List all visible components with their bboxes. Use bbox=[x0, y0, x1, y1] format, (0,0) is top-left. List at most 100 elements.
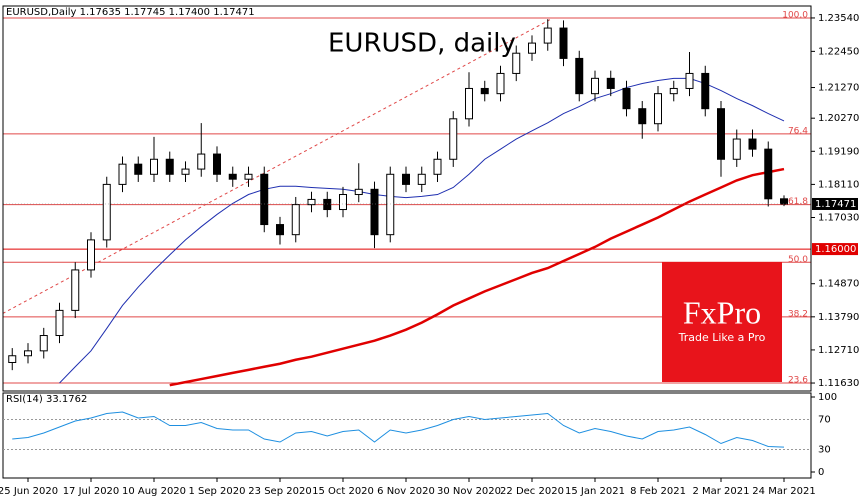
candle-body bbox=[512, 52, 521, 74]
candle-body bbox=[213, 153, 221, 175]
candle-body bbox=[685, 72, 694, 89]
candle-body bbox=[748, 138, 757, 150]
x-tick-label: 22 Dec 2020 bbox=[500, 486, 564, 497]
candle-body bbox=[291, 204, 300, 236]
candle-body bbox=[433, 158, 442, 175]
y-tick-label: 1.13790 bbox=[818, 312, 859, 323]
header: EURUSD,Daily 1.17635 1.17745 1.17400 1.1… bbox=[6, 7, 255, 18]
marked-level-box bbox=[812, 243, 858, 256]
moving-average bbox=[59, 77, 785, 384]
x-tick-label: 2 Mar 2021 bbox=[692, 486, 749, 497]
candle-body bbox=[654, 93, 662, 125]
x-tick-label: 17 Jul 2020 bbox=[63, 486, 120, 497]
rsi-tick-label: 0 bbox=[818, 467, 824, 478]
candle-body bbox=[764, 148, 773, 200]
candle-body bbox=[197, 153, 206, 170]
candle-body bbox=[575, 57, 584, 95]
candle-body bbox=[465, 87, 473, 120]
candle-body bbox=[496, 72, 505, 95]
y-tick-label: 1.19190 bbox=[818, 146, 859, 157]
y-tick-label: 1.20270 bbox=[818, 113, 859, 124]
logo bbox=[662, 262, 782, 382]
candle-body bbox=[102, 183, 111, 241]
y-tick-label: 1.23540 bbox=[818, 13, 859, 24]
candle-body bbox=[71, 269, 80, 311]
y-tick-label: 1.18110 bbox=[818, 179, 859, 190]
x-tick-label: 15 Jan 2021 bbox=[565, 486, 625, 497]
candle-body bbox=[780, 198, 788, 205]
y-tick-label: 1.21270 bbox=[818, 83, 859, 94]
logo-brand: FxPro bbox=[683, 294, 761, 330]
candle-body bbox=[39, 335, 48, 352]
rsi-line bbox=[12, 411, 785, 448]
x-tick-label: 6 Nov 2020 bbox=[377, 486, 435, 497]
candle-body bbox=[228, 173, 237, 180]
x-tick-label: 30 Nov 2020 bbox=[437, 486, 501, 497]
price-frame bbox=[2, 5, 812, 392]
candle-body bbox=[669, 87, 678, 95]
candle-body bbox=[150, 158, 158, 175]
rsi-tick-label: 70 bbox=[818, 415, 831, 426]
candle-body bbox=[307, 198, 316, 206]
candle-body bbox=[134, 163, 143, 175]
candle-body bbox=[559, 27, 568, 59]
rsi-tick-label: 100 bbox=[818, 392, 837, 403]
rsi-frame bbox=[2, 392, 812, 479]
candle-body bbox=[701, 72, 710, 110]
fib-label: 61.8 bbox=[788, 197, 808, 207]
fib-label: 23.6 bbox=[788, 376, 808, 386]
candle-body bbox=[528, 42, 536, 54]
marked-level-label: 1.16000 bbox=[815, 244, 856, 255]
candle-body bbox=[417, 173, 426, 185]
x-tick-label: 8 Feb 2021 bbox=[630, 486, 686, 497]
candle-body bbox=[354, 188, 363, 196]
candle-body bbox=[181, 168, 190, 175]
candle-body bbox=[449, 118, 458, 160]
x-tick-label: 1 Sep 2020 bbox=[188, 486, 245, 497]
fib-label: 38.2 bbox=[788, 309, 808, 319]
candle-body bbox=[606, 77, 615, 89]
candle-body bbox=[370, 188, 379, 236]
y-tick-label: 1.12710 bbox=[818, 345, 859, 356]
candle-body bbox=[118, 163, 127, 185]
candle-body bbox=[339, 194, 347, 211]
candle-body bbox=[732, 138, 741, 160]
y-tick-label: 1.17030 bbox=[818, 213, 859, 224]
fib-label: 76.4 bbox=[788, 126, 808, 136]
candle-body bbox=[244, 173, 253, 180]
last-price-label: 1.17471 bbox=[815, 199, 856, 210]
candle-body bbox=[480, 87, 489, 95]
candle-body bbox=[543, 27, 552, 44]
candle-body bbox=[87, 239, 95, 271]
candle-body bbox=[622, 87, 631, 110]
moving-average bbox=[169, 167, 785, 387]
fib-label: 100.0 bbox=[782, 10, 808, 20]
candle-body bbox=[260, 173, 269, 226]
fib-label: 50.0 bbox=[788, 255, 808, 265]
candle-body bbox=[638, 108, 647, 125]
y-tick-label: 1.14870 bbox=[818, 279, 859, 290]
x-tick-label: 23 Sep 2020 bbox=[248, 486, 311, 497]
candle-body bbox=[717, 108, 725, 160]
candle-body bbox=[165, 158, 174, 175]
candle-body bbox=[591, 77, 599, 95]
rsi-label: RSI(14) 33.1762 bbox=[6, 394, 87, 405]
y-tick-label: 1.22450 bbox=[818, 46, 859, 57]
x-tick-label: 24 Mar 2021 bbox=[752, 486, 815, 497]
candle-body bbox=[402, 173, 410, 185]
candle-body bbox=[323, 198, 332, 211]
price-panel bbox=[2, 17, 811, 387]
candle-body bbox=[276, 224, 284, 236]
candle-body bbox=[24, 350, 32, 357]
x-tick-label: 25 Jun 2020 bbox=[0, 486, 58, 497]
logo-tagline: Trade Like a Pro bbox=[678, 331, 766, 344]
chart-title: EURUSD, daily bbox=[328, 29, 516, 59]
x-tick-label: 15 Oct 2020 bbox=[312, 486, 374, 497]
y-tick-label: 1.11630 bbox=[818, 378, 859, 389]
x-tick-label: 10 Aug 2020 bbox=[122, 486, 186, 497]
candle-body bbox=[386, 173, 395, 236]
rsi-tick-label: 30 bbox=[818, 445, 831, 456]
candle-body bbox=[55, 309, 64, 337]
